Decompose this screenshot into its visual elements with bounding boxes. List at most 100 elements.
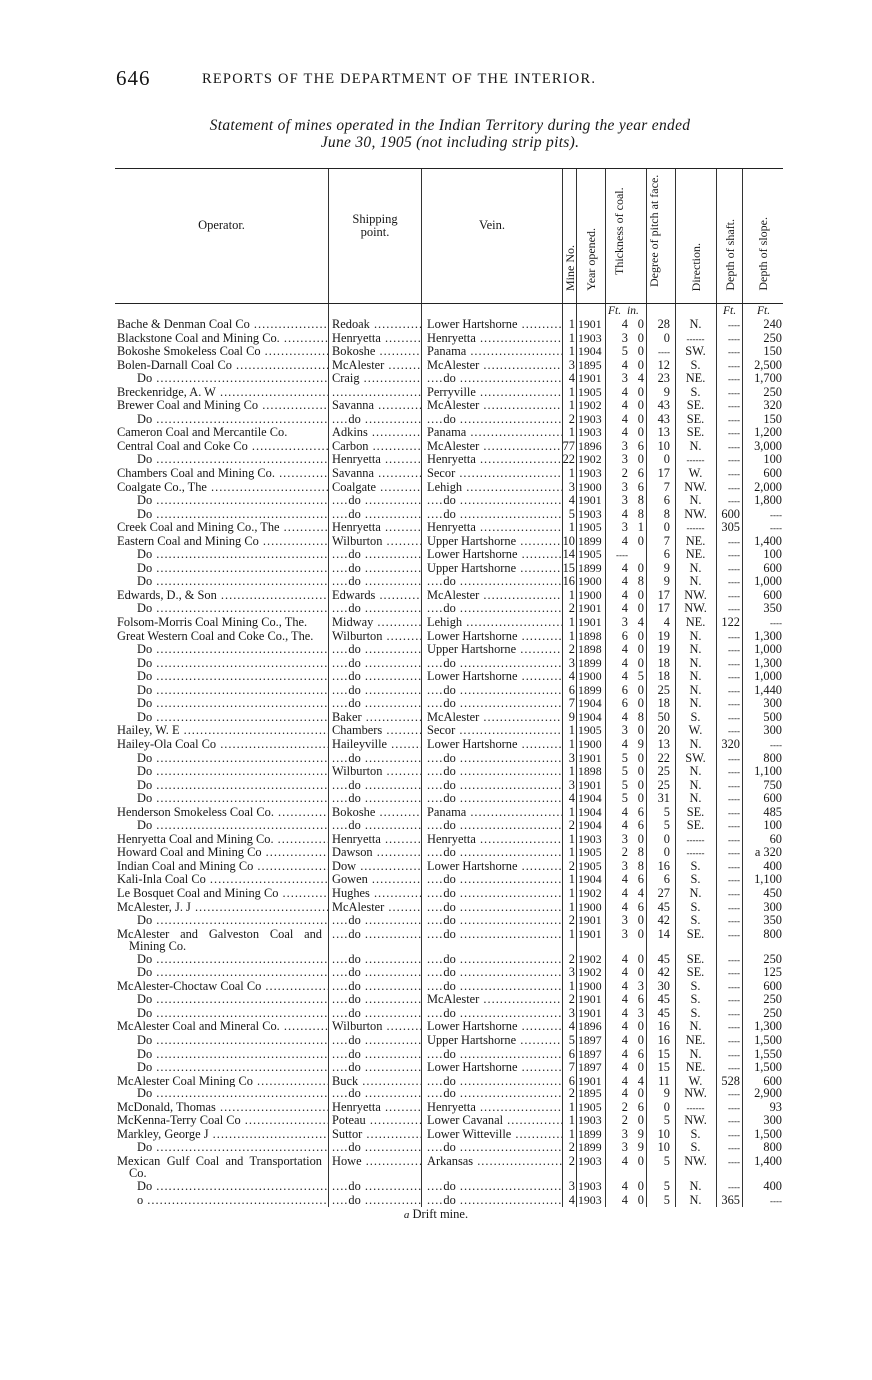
- cell-vein: McAlester: [421, 440, 562, 454]
- cell-year-opened: 1899: [578, 1127, 602, 1141]
- table-row: DoHenryettaHenryetta221902300100: [115, 453, 783, 467]
- cell-thickness-ft: 4: [621, 1061, 628, 1075]
- cell-shipping-point: Henryetta: [328, 521, 421, 535]
- cell-pitch: 17: [657, 588, 670, 602]
- cell-thickness-in: 0: [637, 656, 644, 670]
- cell-vein: McAlester: [421, 711, 562, 725]
- cell-thickness-ft: 4: [621, 1074, 628, 1088]
- cell-year-opened: 1901: [578, 616, 602, 630]
- cell-operator: Do: [115, 372, 328, 386]
- cell-thickness-in: 4: [637, 616, 644, 630]
- cell-pitch: 6: [663, 548, 670, 562]
- cell-year-opened: 1896: [578, 439, 602, 453]
- cell-year-opened: 1903: [578, 331, 602, 345]
- cell-operator: Folsom-Morris Coal Mining Co., The.: [117, 616, 308, 630]
- cell-vein: McAlester: [421, 399, 562, 413]
- cell-operator: McAlester Coal Mining Co: [115, 1075, 328, 1088]
- cell-year-opened: 1899: [578, 656, 602, 670]
- cell-direction: W.: [688, 724, 703, 738]
- table-row: McAlester and Galveston Coal and Mining …: [115, 928, 783, 953]
- cell-year-opened: 1904: [578, 345, 602, 359]
- cell-pitch: 42: [657, 966, 670, 980]
- cell-vein: do: [421, 575, 562, 589]
- cell-operator: Do: [115, 670, 328, 684]
- cell-thickness-ft: 5: [621, 792, 628, 806]
- cell-vein: Lehigh: [421, 616, 562, 630]
- cell-depth-shaft: [716, 602, 742, 616]
- cell-vein: Henryetta: [421, 453, 562, 467]
- cell-mine-no: 15: [562, 561, 575, 575]
- cell-depth-shaft: [716, 413, 742, 427]
- cell-direction: SE.: [686, 412, 705, 426]
- cell-thickness-in: 8: [637, 846, 644, 860]
- cell-thickness-ft: 4: [621, 710, 628, 724]
- cell-thickness-in: 0: [637, 792, 644, 806]
- table-header: Operator. Shipping point. Vein. Mine No.…: [115, 169, 783, 304]
- cell-operator: Do: [115, 779, 328, 793]
- cell-operator: Bache & Denman Coal Co: [115, 318, 328, 332]
- header-depth-slope: Depth of slope.: [742, 169, 783, 303]
- cell-direction: SE.: [686, 819, 705, 833]
- cell-depth-slope: 1,300: [754, 656, 782, 670]
- cell-direction: NE.: [685, 534, 706, 548]
- cell-mine-no: 2: [568, 1154, 575, 1168]
- cell-vein: do: [421, 953, 562, 967]
- cell-pitch: 0: [663, 846, 670, 860]
- cell-mine-no: 1: [568, 521, 575, 535]
- cell-operator: Mexican Gulf Coal and Transportation Co.: [117, 1154, 322, 1180]
- cell-year-opened: 1898: [578, 629, 602, 643]
- cell-year-opened: 1903: [578, 1154, 602, 1168]
- cell-direction: [675, 833, 716, 847]
- cell-depth-shaft: [716, 887, 742, 901]
- cell-direction: W.: [688, 1074, 703, 1088]
- cell-vein: Lower Hartshorne: [421, 860, 562, 874]
- cell-operator: McDonald, Thomas: [115, 1101, 328, 1115]
- cell-depth-slope: [742, 521, 783, 535]
- table-row: Dododo319015022SW.800: [115, 752, 783, 766]
- cell-shipping-point: Wilburton: [328, 630, 421, 644]
- cell-operator: Do: [115, 575, 328, 589]
- cell-operator: Do: [115, 1034, 328, 1048]
- cell-operator: Howard Coal and Mining Co: [115, 846, 328, 860]
- cell-depth-shaft: [716, 1128, 742, 1142]
- cell-depth-slope: 800: [763, 751, 782, 765]
- cell-depth-slope: 300: [763, 724, 782, 738]
- cell-thickness-in: 6: [637, 805, 644, 819]
- cell-thickness-in: 0: [637, 358, 644, 372]
- cell-operator: Blackstone Coal and Mining Co.: [115, 332, 328, 346]
- cell-thickness-ft: 3: [621, 616, 628, 630]
- cell-thickness-ft: 3: [621, 927, 628, 941]
- table-row: Blackstone Coal and Mining Co.HenryettaH…: [115, 332, 783, 346]
- table-row: Dododo219014017NW.350: [115, 602, 783, 616]
- cell-depth-slope: 400: [763, 1180, 782, 1193]
- cell-pitch: 45: [657, 900, 670, 914]
- cell-pitch: 13: [657, 426, 670, 440]
- cell-year-opened: 1896: [578, 1020, 602, 1034]
- cell-year-opened: 1902: [578, 399, 602, 413]
- cell-vein: do: [421, 765, 562, 779]
- cell-year-opened: 1905: [578, 548, 602, 562]
- cell-vein: do: [421, 1007, 562, 1021]
- cell-year-opened: 1905: [578, 724, 602, 738]
- cell-pitch: 5: [663, 1114, 670, 1128]
- cell-vein: Henryetta: [421, 332, 562, 346]
- caption-line-1: Statement of mines operated in the India…: [209, 117, 691, 134]
- cell-thickness-ft: 3: [621, 521, 628, 535]
- cell-pitch: 27: [657, 886, 670, 900]
- cell-mine-no: 1: [568, 331, 575, 345]
- cell-operator: Coalgate Co., The: [115, 481, 328, 495]
- cell-shipping-point: Henryetta: [328, 1101, 421, 1115]
- cell-thickness-ft: 4: [621, 1154, 628, 1168]
- cell-depth-shaft: [716, 1087, 742, 1101]
- cell-depth-slope: 400: [763, 859, 782, 873]
- cell-vein: do: [421, 372, 562, 386]
- cell-depth-shaft: [716, 697, 742, 711]
- table-row: Dododo719046018N.300: [115, 697, 783, 711]
- cell-thickness-ft: 2: [621, 846, 628, 860]
- cell-depth-slope: 3,000: [754, 439, 782, 453]
- cell-shipping-point: do: [328, 779, 421, 793]
- cell-year-opened: 1901: [578, 318, 602, 331]
- cell-vein: Lower Hartshorne: [421, 738, 562, 752]
